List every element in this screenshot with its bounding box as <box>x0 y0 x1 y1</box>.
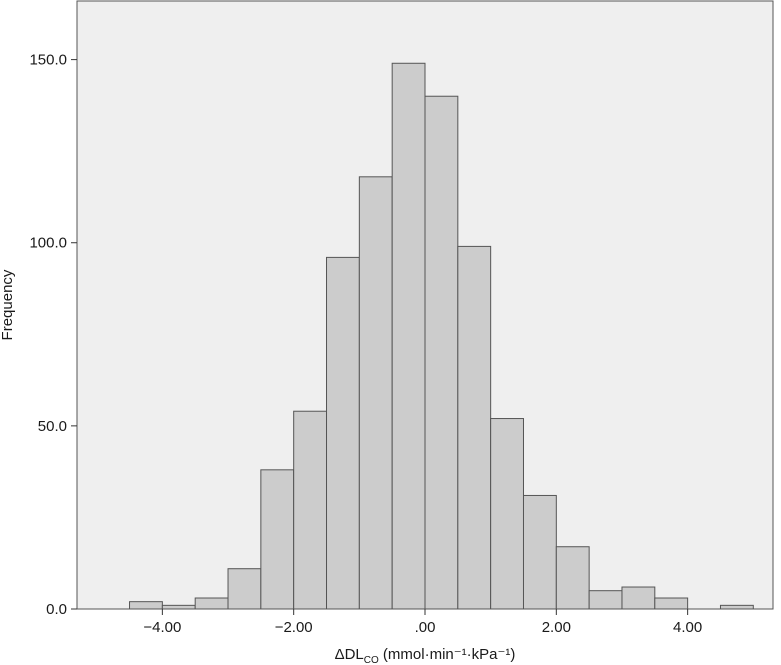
y-axis-label: Frequency <box>0 269 16 340</box>
histogram-bar <box>358 176 393 610</box>
histogram-bar <box>555 546 590 610</box>
x-tick-label: −4.00 <box>143 619 181 636</box>
y-tick-label: 150.0 <box>29 52 67 69</box>
histogram-bar <box>391 62 426 610</box>
histogram-bar <box>293 410 328 610</box>
y-tick-label: 100.0 <box>29 235 67 252</box>
x-tick-label: .00 <box>415 619 436 636</box>
y-axis: 0.0 50.0 100.0 150.0 <box>29 52 77 618</box>
x-axis-label-subscript: CO <box>364 655 379 665</box>
histogram-bar <box>227 568 262 610</box>
histogram-bar <box>260 469 295 610</box>
x-tick-label: −2.00 <box>275 619 313 636</box>
x-axis-label-suffix: (mmol·min⁻¹·kPa⁻¹) <box>379 646 516 663</box>
histogram-bar <box>161 604 196 610</box>
x-axis-label-prefix: ΔDL <box>335 646 364 663</box>
histogram-bar <box>490 418 524 610</box>
y-tick-label: 50.0 <box>38 418 67 435</box>
x-axis: −4.00 −2.00 .00 2.00 4.00 <box>143 609 702 636</box>
histogram-bar <box>457 245 492 610</box>
histogram-bar <box>588 590 623 610</box>
x-tick-label: 4.00 <box>673 619 702 636</box>
histogram-bar <box>621 586 656 610</box>
histogram-bar <box>194 597 229 610</box>
histogram-bar <box>424 95 459 610</box>
histogram-bar <box>326 256 360 610</box>
histogram-bar <box>129 601 163 610</box>
x-tick-label: 2.00 <box>542 619 571 636</box>
histogram-bar <box>719 604 754 610</box>
histogram-bar <box>654 597 689 610</box>
y-tick-label: 0.0 <box>46 601 67 618</box>
histogram-bar <box>522 494 557 610</box>
histogram-bars <box>129 62 754 610</box>
x-axis-label: ΔDLCO (mmol·min⁻¹·kPa⁻¹) <box>335 646 516 665</box>
